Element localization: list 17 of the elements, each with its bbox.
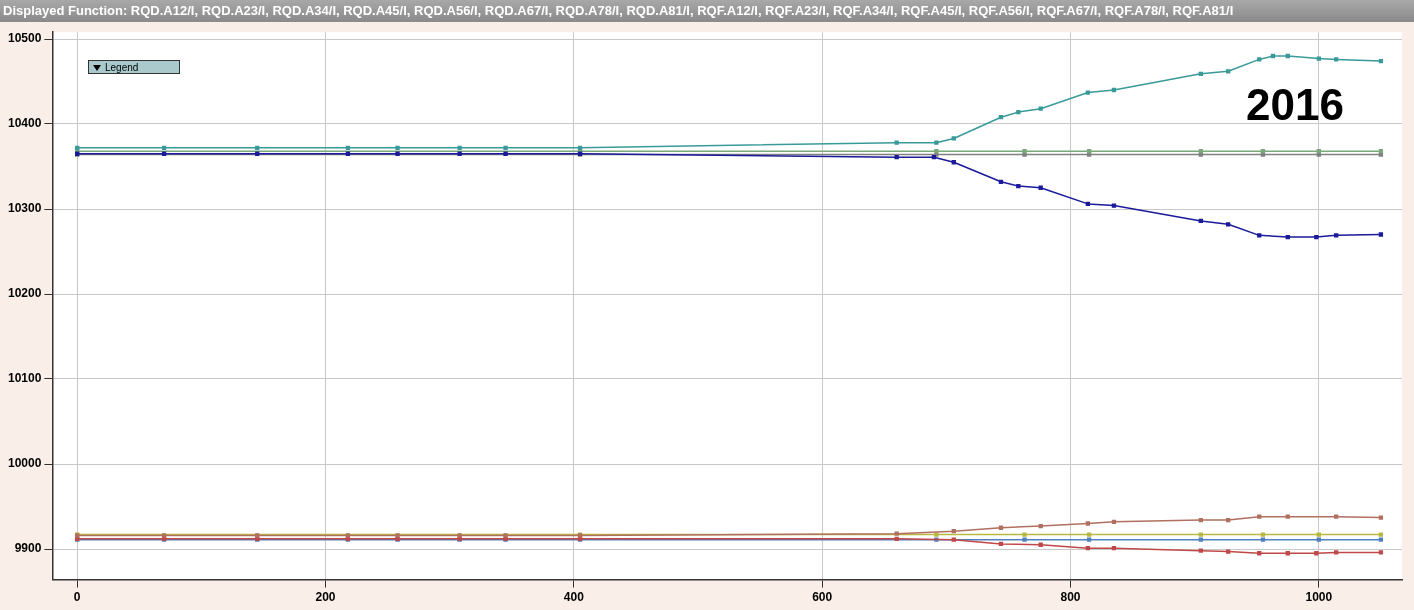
y-tick-label: 10200 xyxy=(7,286,42,301)
annotation: 2016 xyxy=(1246,80,1344,130)
legend-button: Legend xyxy=(88,60,180,74)
annotation: Legend xyxy=(105,62,139,73)
y-tick-label: 9900 xyxy=(14,541,42,556)
y-tick-label: 10300 xyxy=(7,201,42,216)
x-tick-label: 1000 xyxy=(1305,590,1333,605)
x-tick-label: 800 xyxy=(1060,590,1081,605)
y-tick-label: 10100 xyxy=(7,371,42,386)
chart-title: Displayed Function: RQD.A12/I, RQD.A23/I, RQD.A34/I, RQD.A45/I, RQD.A56/I, RQD.A67/I, RQD.A78/I, RQD.A81/I, RQF.A12/I, RQF.A23/I, RQF.A34/I, RQF.A45/I, RQF.A56/I, RQF.A67/I, RQF.A78/I, RQF.A81/I xyxy=(0,0,1414,22)
x-tick-label: 400 xyxy=(563,590,585,605)
x-tick-label: 0 xyxy=(73,590,81,605)
x-tick-label: 200 xyxy=(315,590,336,605)
y-tick-label: 10400 xyxy=(7,116,42,131)
y-tick-label: 10500 xyxy=(7,31,42,46)
x-tick-label: 600 xyxy=(812,590,833,605)
y-tick-label: 10000 xyxy=(7,456,42,471)
